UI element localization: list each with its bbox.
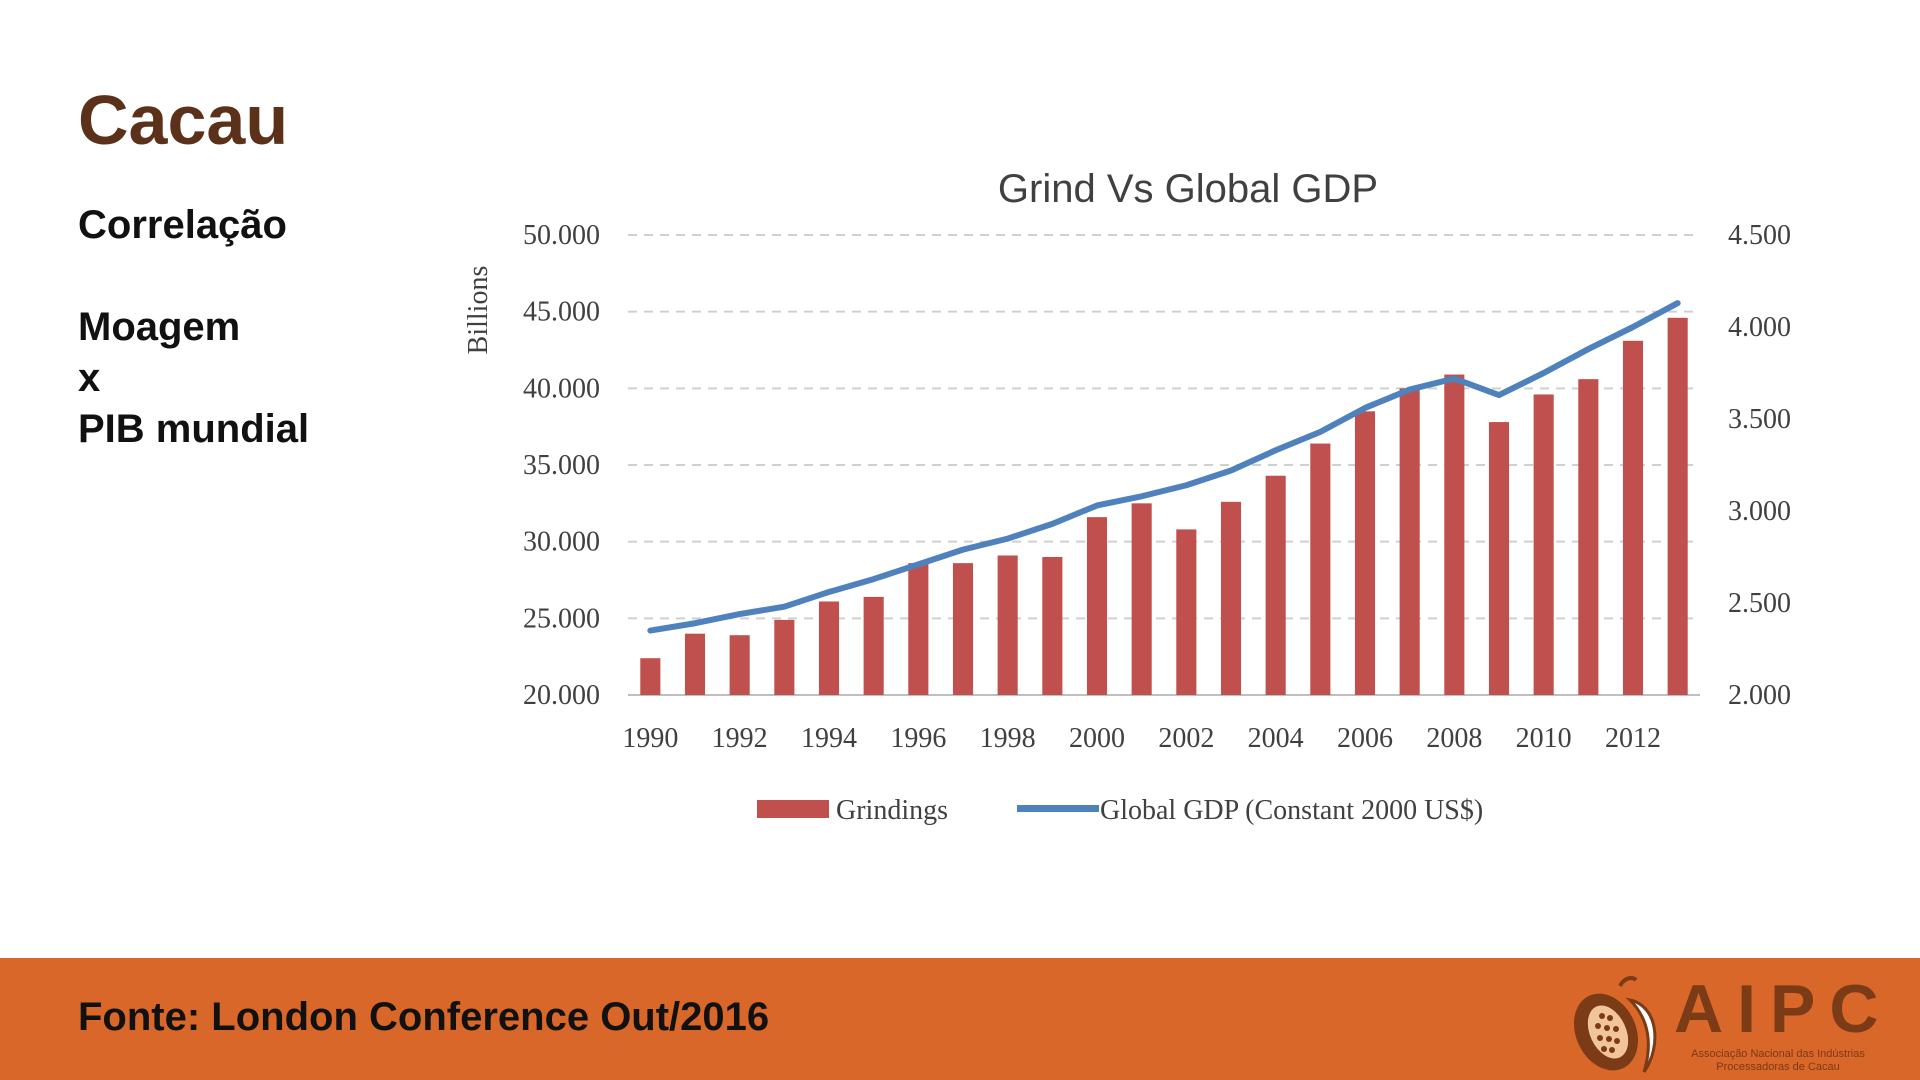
cocoa-pod-icon (1573, 976, 1657, 1073)
bar-grindings-2001 (1131, 503, 1152, 695)
legend-grindings-label: Grindings (836, 795, 948, 826)
left-tick-label: 45.000 (523, 297, 600, 328)
subtitle-line-x: x (78, 356, 101, 400)
bar-grindings-1993 (774, 619, 795, 695)
x-tick-label: 2006 (1337, 723, 1393, 754)
x-tick-label: 2002 (1158, 723, 1214, 754)
bar-grindings-2005 (1310, 443, 1331, 695)
left-tick-label: 30.000 (523, 527, 600, 558)
subtitle-line-pib: PIB mundial (78, 407, 310, 451)
left-tick-label: 25.000 (523, 603, 600, 634)
gridlines (628, 234, 1700, 696)
right-tick-label: 3.000 (1728, 496, 1791, 527)
x-tick-label: 1992 (712, 723, 768, 754)
bar-grindings-1998 (997, 555, 1018, 695)
bar-grindings-2010 (1533, 394, 1554, 695)
x-tick-label: 2000 (1069, 723, 1125, 754)
x-tick-label: 2008 (1426, 723, 1482, 754)
chart-title: Grind Vs Global GDP (998, 167, 1378, 211)
bar-grindings-2008 (1444, 374, 1465, 695)
bar-grindings-2000 (1086, 517, 1108, 695)
left-axis-ticks: 20.000 25.000 30.000 35.000 40.000 45.000 50.0… (523, 220, 600, 711)
x-tick-label: 1994 (801, 723, 857, 754)
x-tick-label: 1990 (622, 723, 678, 754)
bar-grindings-1999 (1042, 557, 1063, 695)
bar-grindings-2002 (1176, 529, 1197, 695)
bar-grindings-2011 (1578, 379, 1599, 695)
bar-grindings-2007 (1399, 388, 1420, 695)
bar-grindings-1997 (952, 563, 974, 695)
y-axis-label: Billions (463, 266, 494, 355)
aipc-logo: AIPC Associação Nacional das Indústrias … (1558, 971, 1898, 1074)
bar-grindings-2006 (1354, 411, 1376, 695)
footer-bar: Fonte: London Conference Out/2016 AIPC A… (0, 958, 1920, 1080)
x-axis-ticks: 1990 1992 1994 1996 1998 2000 2002 2004 2006 2008… (622, 723, 1661, 754)
legend-grindings-swatch (757, 800, 829, 818)
bar-grindings-2012 (1622, 340, 1644, 695)
right-tick-label: 4.000 (1728, 312, 1791, 343)
right-tick-label: 3.500 (1728, 404, 1791, 435)
bar-grindings-1996 (908, 563, 929, 695)
left-tick-label: 40.000 (523, 373, 600, 404)
logo-tagline-line2: Processadoras de Cacau (1716, 1061, 1840, 1073)
bar-grindings-1992 (729, 635, 750, 695)
logo-tagline-line1: Associação Nacional das Indústrias (1691, 1048, 1865, 1060)
legend-gdp-label: Global GDP (Constant 2000 US$) (1100, 795, 1483, 826)
logo-wordmark: AIPC (1674, 971, 1893, 1047)
gdp-line-layer (647, 300, 1681, 634)
chart-legend: Grindings Global GDP (Constant 2000 US$) (757, 795, 1483, 826)
right-tick-label: 2.500 (1728, 588, 1791, 619)
x-tick-label: 2010 (1516, 723, 1572, 754)
grind-vs-gdp-chart: Grind Vs Global GDP Billions 20.000 25.00… (463, 167, 1791, 826)
legend-gdp-swatch (1017, 805, 1099, 812)
slide-title: Cacau (78, 81, 289, 159)
right-tick-label: 2.000 (1728, 680, 1791, 711)
bar-grindings-2003 (1220, 501, 1242, 695)
x-tick-label: 2012 (1605, 723, 1661, 754)
left-tick-label: 35.000 (523, 450, 600, 481)
bar-grindings-2013 (1667, 317, 1688, 695)
bar-grindings-2004 (1265, 475, 1286, 695)
bar-grindings-1991 (684, 633, 706, 695)
x-tick-label: 1996 (890, 723, 946, 754)
right-axis-ticks: 2.000 2.500 3.000 3.500 4.000 4.500 (1728, 220, 1791, 711)
bar-grindings-1994 (818, 601, 840, 695)
footer-source: Fonte: London Conference Out/2016 (78, 995, 770, 1039)
gdp-line (647, 300, 1681, 634)
bar-grindings-1995 (863, 596, 884, 695)
subtitle-line-moagem: Moagem (78, 305, 241, 349)
x-tick-label: 1998 (980, 723, 1036, 754)
x-tick-label: 2004 (1248, 723, 1304, 754)
logo-tagline: Associação Nacional das Indústrias Proce… (1678, 1048, 1878, 1074)
subtitle-line-correlacao: Correlação (78, 203, 287, 247)
grindings-bars (640, 317, 1688, 695)
left-tick-label: 20.000 (523, 680, 600, 711)
bar-grindings-2009 (1488, 422, 1510, 695)
bar-grindings-1990 (640, 658, 661, 695)
left-tick-label: 50.000 (523, 220, 600, 251)
right-tick-label: 4.500 (1728, 220, 1791, 251)
subtitle-block: Correlação Moagem x PIB mundial (78, 200, 309, 455)
